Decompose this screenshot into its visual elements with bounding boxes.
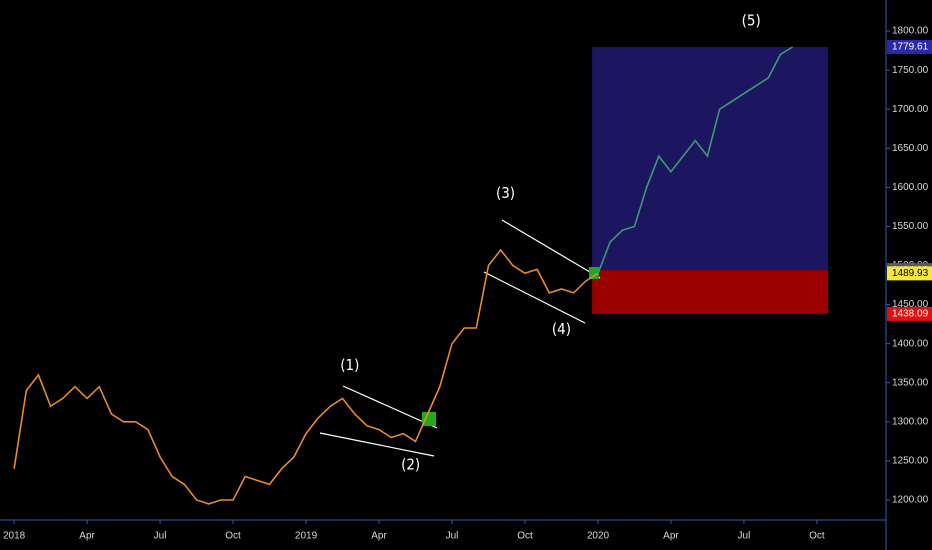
zones	[592, 46, 829, 314]
x-tick-label: Jul	[154, 531, 167, 542]
x-tick-label: Apr	[79, 531, 95, 542]
wave-label: (4)	[552, 320, 571, 338]
y-tick-label: 1750.00	[892, 65, 929, 76]
x-tick-label: 2018	[3, 531, 26, 542]
x-tick-label: Jul	[738, 531, 751, 542]
trend-line	[501, 219, 601, 279]
trend-line	[342, 385, 438, 429]
price-tag-label: 1438.09	[892, 309, 929, 320]
trend-line	[483, 271, 586, 324]
x-tick-label: 2020	[587, 531, 610, 542]
breakout-marker	[589, 267, 599, 279]
price-tag-label: 1779.61	[892, 42, 929, 53]
x-tick-label: Apr	[663, 531, 679, 542]
y-tick-label: 1600.00	[892, 182, 929, 193]
wave-label: (5)	[742, 11, 761, 29]
y-tick-label: 1400.00	[892, 338, 929, 349]
y-tick-label: 1800.00	[892, 26, 929, 37]
wave-label: (1)	[340, 356, 359, 374]
y-tick-label: 1550.00	[892, 221, 929, 232]
breakout-marker	[422, 412, 436, 426]
price-tag	[887, 39, 932, 54]
x-tick-label: Oct	[517, 531, 533, 542]
y-tick-label: 1300.00	[892, 416, 929, 427]
wave-label: (2)	[401, 455, 420, 473]
drawings	[319, 219, 601, 457]
price-tag-label: 1489.93	[892, 268, 929, 279]
x-tick-label: Oct	[225, 531, 241, 542]
wave-label: (3)	[496, 184, 515, 202]
y-tick-label: 1450.00	[892, 299, 929, 310]
zone	[592, 270, 829, 314]
price-tag	[887, 306, 932, 321]
trend-line	[319, 432, 435, 457]
price-tag	[887, 266, 932, 281]
y-tick-label: 1250.00	[892, 456, 929, 467]
x-tick-label: Jul	[446, 531, 459, 542]
price-line	[13, 248, 599, 505]
y-tick-label: 1700.00	[892, 104, 929, 115]
x-tick-label: Apr	[371, 531, 387, 542]
y-tick-label: 1350.00	[892, 377, 929, 388]
zone	[592, 46, 829, 271]
y-tick-label: 1650.00	[892, 143, 929, 154]
x-tick-label: 2019	[295, 531, 318, 542]
y-tick-label: 1200.00	[892, 495, 929, 506]
price-line	[597, 46, 794, 274]
x-tick-label: Oct	[809, 531, 825, 542]
